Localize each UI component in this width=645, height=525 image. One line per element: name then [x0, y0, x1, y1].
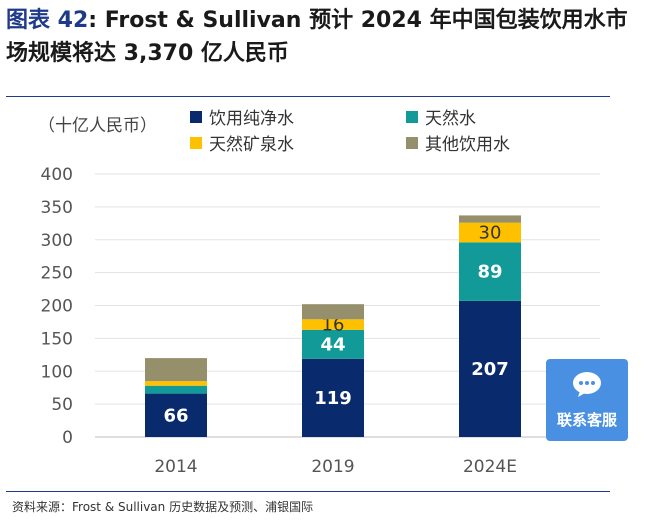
legend-label: 天然水	[425, 109, 476, 129]
contact-support-button[interactable]: 联系客服	[546, 359, 628, 441]
data-label: 30	[479, 223, 502, 244]
bar-segment	[302, 304, 364, 320]
bar-segment	[145, 385, 207, 394]
page-title: 图表 42: Frost & Sullivan 预计 2024 年中国包装饮用水…	[6, 4, 636, 70]
figure-label: 图表 42	[6, 8, 89, 33]
bar-segment	[145, 381, 207, 386]
bar-segment	[459, 242, 521, 301]
y-tick-label: 400	[41, 165, 73, 185]
data-label: 89	[477, 262, 502, 283]
y-tick-label: 250	[41, 264, 73, 284]
y-tick-label: 300	[41, 231, 73, 251]
legend-swatch	[190, 137, 202, 149]
y-tick-label: 100	[41, 362, 73, 382]
y-tick-label: 200	[41, 297, 73, 317]
bar-segment	[459, 215, 521, 223]
y-tick-label: 50	[51, 395, 73, 415]
data-label: 207	[471, 359, 509, 380]
x-tick-label: 2014	[154, 457, 197, 477]
bar-segment	[302, 358, 364, 437]
legend-label: 饮用纯净水	[209, 109, 294, 129]
x-tick-label: 2024E	[463, 457, 517, 477]
data-label: 119	[314, 388, 352, 409]
bar-segment	[145, 393, 207, 437]
legend-swatch	[406, 137, 418, 149]
legend-swatch	[406, 111, 418, 123]
legend-label: 天然矿泉水	[209, 135, 294, 155]
title-text: : Frost & Sullivan 预计 2024 年中国包装饮用水市场规模将…	[6, 8, 628, 66]
bar-segment	[145, 358, 207, 382]
support-label: 联系客服	[556, 411, 617, 429]
legend-swatch	[190, 111, 202, 123]
source-note: 资料来源：Frost & Sullivan 历史数据及预测、浦银国际	[12, 500, 314, 514]
x-tick-label: 2019	[311, 457, 354, 477]
bar-segment	[459, 300, 521, 437]
bar-segment	[302, 329, 364, 359]
y-tick-label: 0	[62, 428, 73, 448]
y-tick-label: 350	[41, 198, 73, 218]
top-divider	[6, 96, 610, 97]
data-label: 66	[163, 405, 188, 426]
unit-label: （十亿人民币）	[38, 116, 157, 136]
bar-segment	[459, 222, 521, 243]
legend-label: 其他饮用水	[425, 135, 510, 155]
data-label: 44	[320, 334, 345, 355]
bottom-divider	[6, 491, 610, 492]
y-tick-label: 150	[41, 329, 73, 349]
bar-segment	[302, 319, 364, 330]
data-label: 16	[322, 315, 345, 336]
chat-bubble-icon	[573, 372, 601, 397]
